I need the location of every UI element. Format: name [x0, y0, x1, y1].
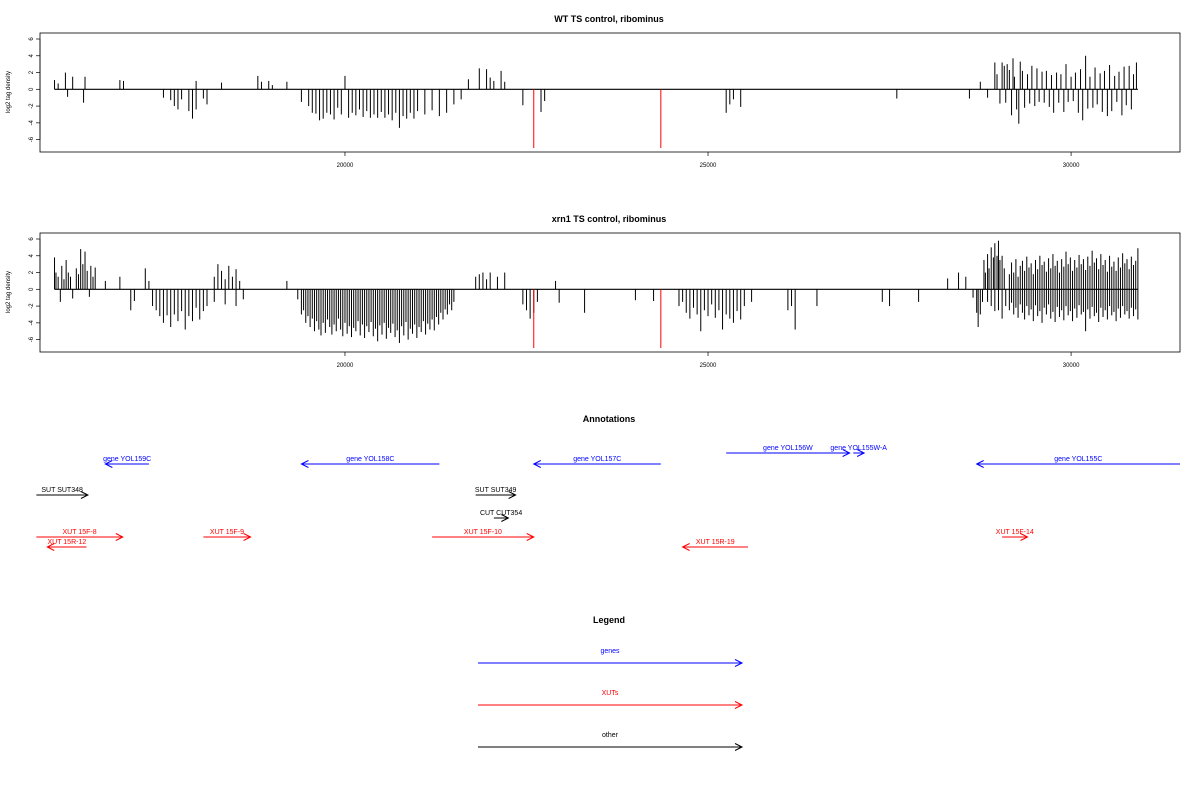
annotation-label: gene YOL155C: [1054, 456, 1102, 463]
annotation-feature: XUT 15R-19: [681, 539, 748, 551]
annotation-label: gene YOL156W: [763, 445, 813, 452]
x-tick-label: 30000: [1063, 363, 1080, 369]
annotation-label: gene YOL159C: [103, 456, 151, 463]
y-tick-label: -6: [29, 136, 35, 142]
chart-title: xrn1 TS control, ribominus: [552, 214, 667, 224]
annotation-feature: gene YOL158C: [300, 456, 440, 468]
annotation-feature: XUT 15F-8: [36, 529, 124, 541]
x-axis: 20000 25000 30000: [337, 152, 1080, 169]
chart-title: WT TS control, ribominus: [554, 14, 664, 24]
arrowhead-icon: [842, 449, 851, 457]
annotation-feature: SUT SUT349: [475, 487, 517, 499]
arrowhead-icon: [300, 460, 309, 468]
chart-panel-xrn1: xrn1 TS control, ribominus log2 tag dens…: [6, 214, 1181, 369]
x-tick-label: 20000: [337, 163, 354, 169]
arrowhead-icon: [856, 449, 866, 457]
annotation-feature: gene YOL155C: [975, 456, 1180, 468]
arrowhead-icon: [734, 659, 744, 667]
annotation-label: XUT 15F-8: [63, 529, 97, 536]
annotation-feature: gene YOL159C: [103, 456, 151, 468]
y-axis: -6 -4 -2 0 2 4 6: [29, 37, 41, 142]
y-tick-label: -2: [29, 303, 35, 309]
annotation-feature: SUT SUT348: [36, 487, 90, 499]
bar-series: [54, 240, 1139, 348]
annotation-label: CUT CUT354: [480, 510, 522, 517]
annotation-feature: XUT 15F-10: [432, 529, 535, 541]
y-tick-label: 4: [29, 53, 35, 57]
chart-panel-wt: WT TS control, ribominus log2 tag densit…: [6, 14, 1181, 169]
y-tick-label: -6: [29, 336, 35, 342]
annotation-label: XUT 15F-10: [464, 529, 502, 536]
arrowhead-icon: [681, 543, 690, 551]
annotation-label: gene YOL157C: [573, 456, 621, 463]
y-axis-label: log2 tag density: [6, 71, 12, 113]
bar-series: [54, 55, 1138, 148]
y-tick-label: 6: [29, 237, 35, 241]
annotation-label: XUT 15F-9: [210, 529, 244, 536]
arrowhead-icon: [975, 460, 984, 468]
arrowhead-icon: [501, 514, 510, 522]
annotation-feature: gene YOL156W: [726, 445, 851, 457]
annotation-label: gene YOL158C: [346, 456, 394, 463]
arrowhead-icon: [80, 491, 90, 499]
arrowhead-icon: [734, 701, 744, 709]
y-tick-label: 6: [29, 37, 35, 41]
annotation-feature: XUT 15F-14: [996, 529, 1034, 541]
arrowhead-icon: [526, 533, 535, 541]
annotation-feature: XUT 15F-9: [203, 529, 252, 541]
annotation-feature: XUT 15R-12: [46, 539, 87, 551]
legend: Legend genes XUTs other: [478, 615, 744, 751]
arrowhead-icon: [243, 533, 252, 541]
legend-entry: XUTs: [478, 690, 744, 709]
annotation-label: XUT 15F-14: [996, 529, 1034, 536]
annotation-label: SUT SUT348: [41, 487, 83, 494]
annotation-label: XUT 15R-12: [47, 539, 86, 546]
x-axis: 20000 25000 30000: [337, 352, 1080, 369]
y-tick-label: -4: [29, 120, 35, 126]
y-tick-label: 2: [29, 70, 35, 74]
arrowhead-icon: [104, 460, 113, 468]
x-tick-label: 25000: [700, 363, 717, 369]
arrowhead-icon: [734, 743, 744, 751]
annotation-label: SUT SUT349: [475, 487, 517, 494]
y-tick-label: 4: [29, 253, 35, 257]
y-tick-label: 0: [29, 87, 35, 91]
y-axis: -6 -4 -2 0 2 4 6: [29, 237, 41, 342]
annotations-track: Annotations gene YOL159C gene YOL158C gene…: [36, 414, 1180, 551]
arrowhead-icon: [532, 460, 541, 468]
y-tick-label: 2: [29, 270, 35, 274]
x-tick-label: 25000: [700, 163, 717, 169]
arrowhead-icon: [115, 533, 124, 541]
x-tick-label: 20000: [337, 363, 354, 369]
arrowhead-icon: [46, 543, 55, 551]
legend-title: Legend: [593, 615, 625, 625]
y-axis-label: log2 tag density: [6, 271, 12, 313]
legend-label: other: [602, 732, 619, 739]
plot-frame: [39, 32, 1181, 153]
y-tick-label: -2: [29, 103, 35, 109]
legend-label: genes: [600, 648, 620, 655]
arrowhead-icon: [1020, 533, 1029, 541]
x-tick-label: 30000: [1063, 163, 1080, 169]
annotation-feature: gene YOL155W-A: [830, 445, 887, 457]
legend-entry: other: [478, 732, 744, 751]
annotation-label: gene YOL155W-A: [830, 445, 887, 452]
annotations-title: Annotations: [583, 414, 636, 424]
annotation-label: XUT 15R-19: [696, 539, 735, 546]
legend-entry: genes: [478, 648, 744, 667]
y-tick-label: 0: [29, 287, 35, 291]
arrowhead-icon: [508, 491, 517, 499]
y-tick-label: -4: [29, 320, 35, 326]
legend-label: XUTs: [602, 690, 619, 697]
annotation-feature: gene YOL157C: [532, 456, 661, 468]
annotation-feature: CUT CUT354: [480, 510, 522, 522]
